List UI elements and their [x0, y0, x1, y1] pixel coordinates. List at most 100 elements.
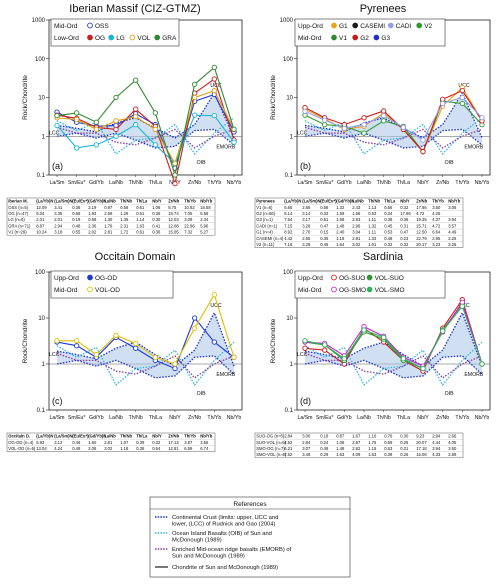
- data-point: [54, 122, 60, 129]
- table-cell: 0.32: [400, 205, 409, 210]
- table-cell: 6.74: [200, 446, 209, 451]
- table-cell: OG (n=47): [8, 211, 29, 216]
- table-cell: 3.46: [302, 452, 311, 457]
- table-header-cell: La/Nb: [104, 199, 116, 204]
- data-point: [192, 81, 198, 87]
- x-tick-label: Th/La: [149, 415, 162, 421]
- x-tick-label: Gd/Yb: [337, 180, 352, 186]
- table-cell: 22.96: [184, 223, 195, 228]
- table-cell: 1.01: [368, 242, 377, 247]
- x-tick-label: Zr/Nb: [436, 180, 449, 186]
- legend-marker: [387, 22, 394, 29]
- x-tick-label: Th/Yb: [455, 415, 469, 421]
- panel-tag: (d): [300, 396, 311, 406]
- data-table: Iberian M. (La/Yb)N (La/Sm)N (Eu/Eu*) (Gd/Yb…: [6, 197, 216, 236]
- series-line-og-suo: [304, 298, 483, 372]
- x-tick-label: Nb/Y: [169, 415, 181, 421]
- data-point: [93, 142, 99, 148]
- table-cell: 2.01: [36, 217, 45, 222]
- emorb-line: [56, 126, 235, 149]
- table-cell: 15.74: [168, 211, 179, 216]
- data-point: [172, 361, 178, 367]
- lcc-line: [56, 355, 235, 379]
- y-tick-label: 1000: [32, 18, 46, 24]
- data-point: [113, 118, 119, 124]
- table-cell: OSS (n=5): [8, 205, 29, 210]
- data-point: [361, 327, 367, 333]
- table-cell: 6.21: [284, 446, 293, 451]
- legend-group-label: Mid-Ord: [54, 287, 78, 294]
- data-point: [172, 160, 178, 166]
- legend-marker: [87, 274, 93, 281]
- x-tick-label: Nb/Yb: [475, 180, 490, 186]
- table-cell: 2.96: [352, 223, 361, 228]
- y-tick-label: 1: [42, 362, 46, 368]
- table-cell: 0.45: [384, 223, 393, 228]
- table-cell: 0.34: [384, 211, 393, 216]
- reference-text: Enriched Mid-ocean ridge basalts (EMORB)…: [172, 547, 292, 553]
- table-cell: 1.29: [120, 211, 129, 216]
- series-line-vol-smo: [304, 305, 483, 370]
- table-cell: 3.56: [200, 440, 209, 445]
- table-cell: VOL-OD (n=6): [8, 446, 36, 451]
- table-cell: V2 (n=11): [256, 242, 275, 247]
- table-header-cell: Zr/Nb: [168, 434, 179, 439]
- legend-group-label: Mid-Ord: [298, 287, 322, 294]
- series-line-og-smo: [304, 300, 483, 367]
- table-cell: 0.24: [320, 440, 329, 445]
- table-header-cell: (Gd/Yb)N: [88, 434, 106, 439]
- table-cell: G1 (n=4): [256, 230, 273, 235]
- table-cell: 1.63: [136, 223, 145, 228]
- table-cell: 0.68: [88, 217, 97, 222]
- table-cell: 3.17: [302, 217, 311, 222]
- data-point: [322, 117, 328, 123]
- table-cell: 0.29: [320, 452, 329, 457]
- y-tick-label: 0.1: [37, 408, 46, 414]
- table-cell: 3.04: [352, 230, 361, 235]
- table-header-cell: Nb/Yb: [448, 199, 461, 204]
- table-cell: 2.40: [336, 230, 345, 235]
- table-header-cell: (Gd/Yb)N: [336, 199, 354, 204]
- data-point: [74, 145, 80, 151]
- x-tick-label: Th/La: [397, 180, 410, 186]
- table-cell: 3.26: [448, 242, 457, 247]
- table-header-cell: Th/La: [384, 199, 396, 204]
- data-point: [400, 124, 406, 130]
- data-point: [322, 347, 328, 353]
- table-cell: 0.38: [384, 217, 393, 222]
- legend-marker: [87, 286, 93, 293]
- table-cell: 22.79: [416, 236, 427, 241]
- table-cell: 0.69: [384, 440, 393, 445]
- table-cell: SUO-VOL (n=6): [256, 440, 286, 445]
- ref-label-lcc: LCC: [49, 130, 60, 136]
- y-tick-label: 10: [38, 96, 45, 102]
- series-line-gra: [56, 66, 235, 178]
- table-cell: 1.68: [336, 217, 345, 222]
- table-cell: SMO-VOL (n=6): [256, 452, 287, 457]
- data-point: [74, 116, 80, 123]
- x-tick-label: Zr/Nb: [436, 415, 449, 421]
- table-cell: 3.18: [54, 230, 63, 235]
- table-cell: 8.75: [168, 205, 177, 210]
- panel-0: Iberian Massif (CIZ-GTMZ) 0.1 1 10 100 1000 Ro…: [6, 3, 243, 236]
- table-cell: 3.14: [302, 211, 311, 216]
- legend-entry: VOL: [137, 35, 150, 42]
- ref-label-lcc: LCC: [297, 352, 308, 358]
- y-tick-label: 0.1: [285, 408, 294, 414]
- table-cell: 1.06: [152, 205, 161, 210]
- table-header-cell: Nb/Y: [400, 199, 410, 204]
- data-point: [322, 342, 328, 348]
- table-header-cell: (Eu/Eu*): [72, 434, 89, 439]
- table-cell: 0.48: [72, 223, 81, 228]
- table-cell: 0.41: [152, 223, 161, 228]
- legend-entry: VOL-SUO: [375, 275, 404, 282]
- ref-label-oib: OIB: [197, 160, 206, 166]
- legend: Upp-Ord OG-OD Mid-Ord VOL-OD: [50, 270, 174, 299]
- series-line-cadi: [304, 96, 483, 141]
- table-cell: 0.30: [400, 434, 409, 439]
- data-point: [231, 126, 237, 133]
- y-tick-label: 10: [286, 96, 293, 102]
- table-header-cell: Zr/Nb: [168, 199, 179, 204]
- table-cell: 0.32: [384, 242, 393, 247]
- table-cell: 6.64: [432, 230, 441, 235]
